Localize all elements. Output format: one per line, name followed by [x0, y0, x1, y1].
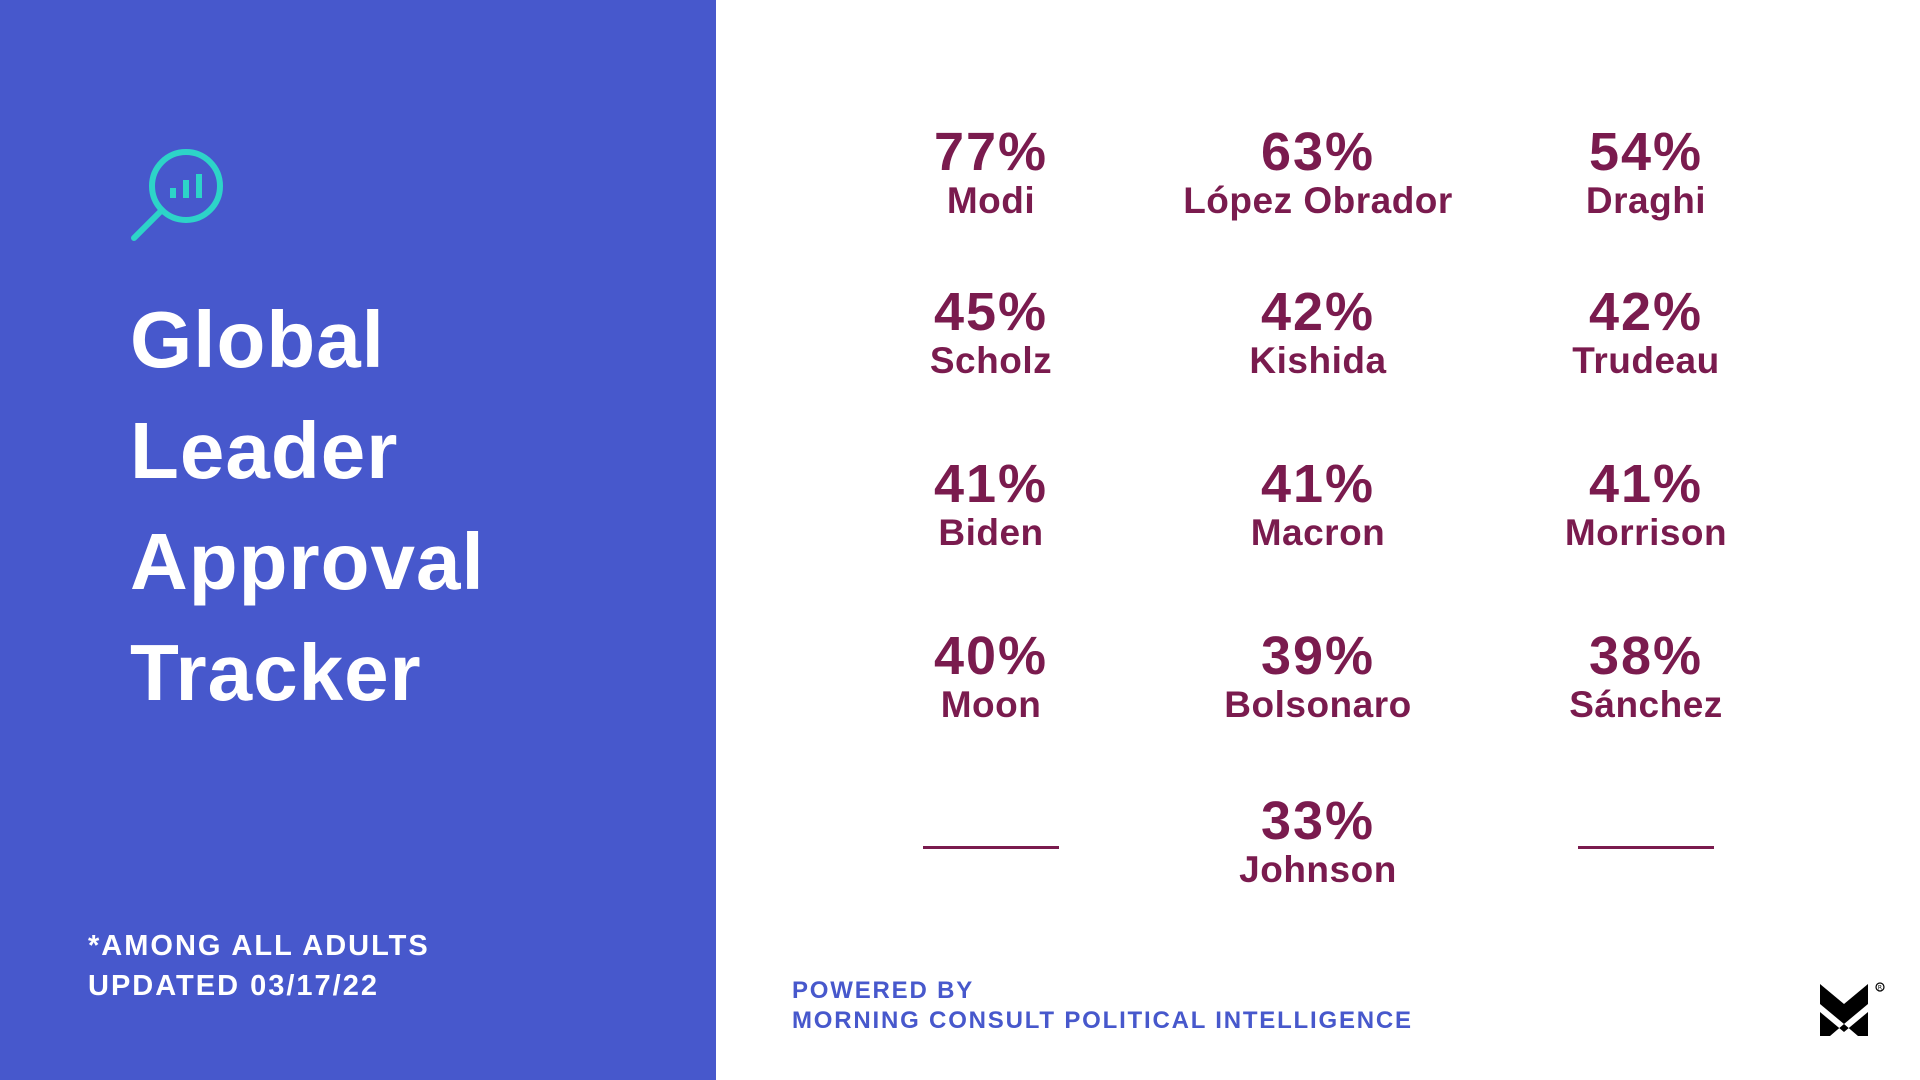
leader-cell: 41% Macron — [1138, 456, 1498, 554]
leader-cell: 39% Bolsonaro — [1138, 628, 1498, 726]
magnifier-chart-icon — [131, 149, 223, 241]
approval-value: 63% — [1260, 122, 1376, 182]
leader-name: López Obrador — [1183, 180, 1453, 221]
svg-text:R: R — [1878, 985, 1882, 992]
approval-value: 41% — [933, 454, 1049, 514]
leader-name: Johnson — [1239, 849, 1397, 890]
title-line: Global — [130, 295, 385, 384]
leader-name: Bolsonaro — [1224, 684, 1412, 725]
leader-cell: 45% Scholz — [811, 284, 1171, 382]
leader-cell: 33% Johnson — [1138, 793, 1498, 891]
leader-name: Macron — [1250, 512, 1386, 553]
title-line: Approval — [130, 517, 485, 606]
approval-value: 40% — [933, 626, 1049, 686]
leader-cell: 63% López Obrador — [1138, 124, 1498, 222]
approval-value: 41% — [1260, 454, 1376, 514]
title-line: Tracker — [130, 628, 422, 717]
empty-slot-line — [1578, 846, 1714, 849]
powered-by-source: MORNING CONSULT POLITICAL INTELLIGENCE — [792, 1007, 1413, 1034]
footnote-population: *AMONG ALL ADULTS — [88, 930, 430, 962]
leader-cell: 42% Kishida — [1138, 284, 1498, 382]
approval-value: 42% — [1588, 282, 1704, 342]
leader-name: Draghi — [1585, 180, 1707, 221]
leader-cell: 54% Draghi — [1466, 124, 1826, 222]
leader-cell: 38% Sánchez — [1466, 628, 1826, 726]
leader-cell: 42% Trudeau — [1466, 284, 1826, 382]
leader-cell: 40% Moon — [811, 628, 1171, 726]
approval-value: 41% — [1588, 454, 1704, 514]
approval-value: 77% — [933, 122, 1049, 182]
powered-by: POWERED BY MORNING CONSULT POLITICAL INT… — [792, 976, 1413, 1036]
approval-value: 42% — [1260, 282, 1376, 342]
leader-name: Modi — [946, 180, 1036, 221]
leader-cell: 77% Modi — [811, 124, 1171, 222]
leader-name: Biden — [938, 512, 1044, 553]
powered-by-label: POWERED BY — [792, 977, 975, 1004]
leader-cell: 41% Morrison — [1466, 456, 1826, 554]
leader-name: Trudeau — [1572, 340, 1720, 381]
title-line: Leader — [130, 406, 399, 495]
leader-name: Kishida — [1249, 340, 1387, 381]
leader-name: Moon — [940, 684, 1042, 725]
footnote-updated: UPDATED 03/17/22 — [88, 970, 379, 1002]
leader-cell: 41% Biden — [811, 456, 1171, 554]
title-panel: Global Leader Approval Tracker *AMONG AL… — [0, 0, 716, 1080]
approval-value: 54% — [1588, 122, 1704, 182]
approval-value: 45% — [933, 282, 1049, 342]
footnote: *AMONG ALL ADULTS UPDATED 03/17/22 — [88, 926, 430, 1006]
leader-name: Scholz — [929, 340, 1053, 381]
approval-value: 38% — [1588, 626, 1704, 686]
page-title: Global Leader Approval Tracker — [130, 284, 485, 728]
leader-name: Sánchez — [1569, 684, 1723, 725]
approval-value: 33% — [1260, 791, 1376, 851]
empty-slot-line — [923, 846, 1059, 849]
approval-value: 39% — [1260, 626, 1376, 686]
leader-name: Morrison — [1564, 512, 1728, 553]
morning-consult-logo: R — [1820, 982, 1885, 1036]
